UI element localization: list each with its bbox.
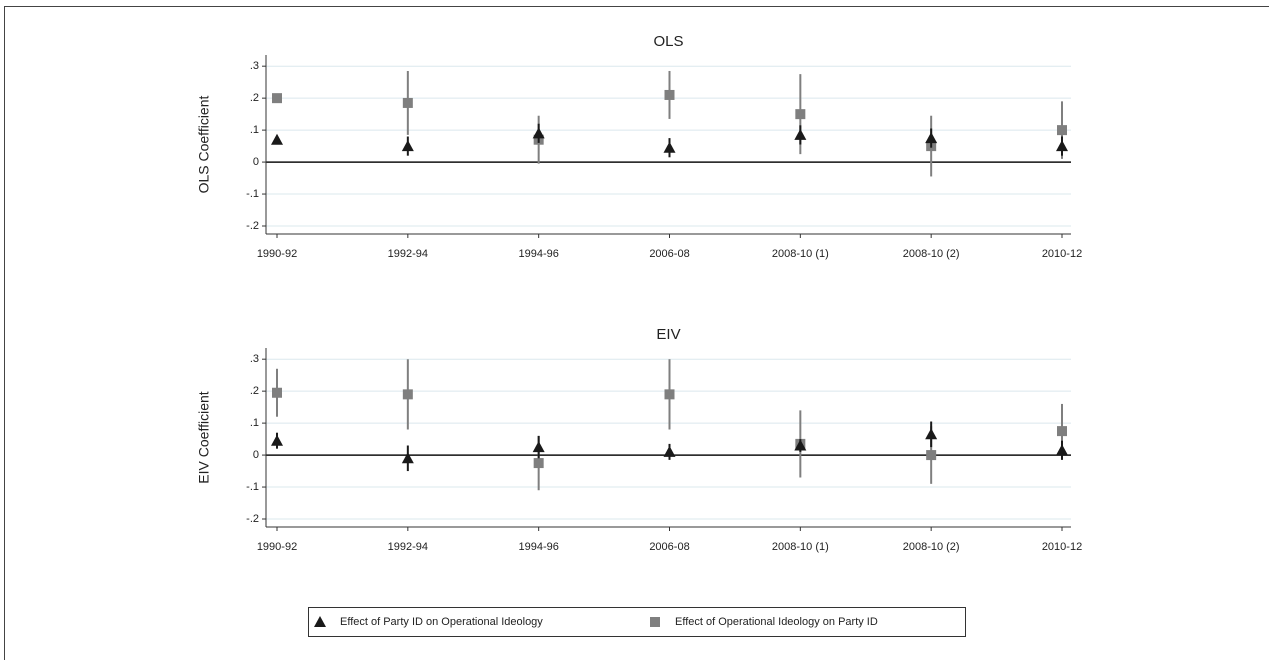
point [1057,125,1067,136]
chart-title: EIV [656,326,680,343]
y-tick-label: -.2 [246,513,259,525]
point [271,434,283,446]
x-tick-label: 1990-92 [257,248,297,260]
point [272,387,282,398]
point [664,89,675,100]
legend-label: Effect of Operational Ideology on Party … [675,616,878,628]
x-tick-label: 1992-94 [388,541,428,553]
x-tick-label: 2008-10 (2) [903,248,960,260]
point [664,389,675,400]
x-tick-label: 2006-08 [649,541,689,553]
x-tick-label: 1992-94 [388,248,428,260]
legend-marker [650,617,660,627]
y-tick-label: -.2 [246,220,259,232]
x-tick-label: 2008-10 (1) [772,248,829,260]
y-tick-label: -.1 [246,188,259,200]
point [1056,140,1068,152]
frame [4,6,1269,660]
point [794,439,807,451]
point [272,93,282,104]
x-tick-label: 1994-96 [518,248,558,260]
x-tick-label: 2008-10 (2) [903,541,960,553]
x-tick-label: 2010-12 [1042,248,1082,260]
point [401,452,414,464]
point [402,389,413,400]
y-tick-label: .2 [250,92,259,104]
x-tick-label: 2006-08 [649,248,689,260]
x-tick-label: 2010-12 [1042,541,1082,553]
y-tick-label: .2 [250,385,259,397]
legend-marker [314,616,326,627]
point [663,445,676,457]
point [925,132,938,144]
point [271,133,283,145]
y-tick-label: 0 [253,449,259,461]
point [925,428,938,440]
y-axis-label: EIV Coefficient [196,391,212,483]
y-tick-label: 0 [253,156,259,168]
legend-box [308,607,966,637]
point [926,450,937,461]
point [794,128,807,140]
y-tick-label: .1 [250,417,259,429]
x-tick-label: 1994-96 [518,541,558,553]
point [532,127,545,139]
x-tick-label: 1990-92 [257,541,297,553]
y-axis-label: OLS Coefficient [196,95,212,193]
y-tick-label: .3 [250,60,259,72]
legend-label: Effect of Party ID on Operational Ideolo… [340,616,543,628]
point [1057,426,1067,437]
point [401,140,414,152]
point [402,97,413,108]
point [533,458,544,469]
y-tick-label: .1 [250,124,259,136]
y-tick-label: .3 [250,353,259,365]
point [532,441,545,453]
point [663,141,676,153]
point [1056,444,1068,456]
y-tick-label: -.1 [246,481,259,493]
chart-title: OLS [653,33,683,50]
x-tick-label: 2008-10 (1) [772,541,829,553]
point [795,109,806,120]
